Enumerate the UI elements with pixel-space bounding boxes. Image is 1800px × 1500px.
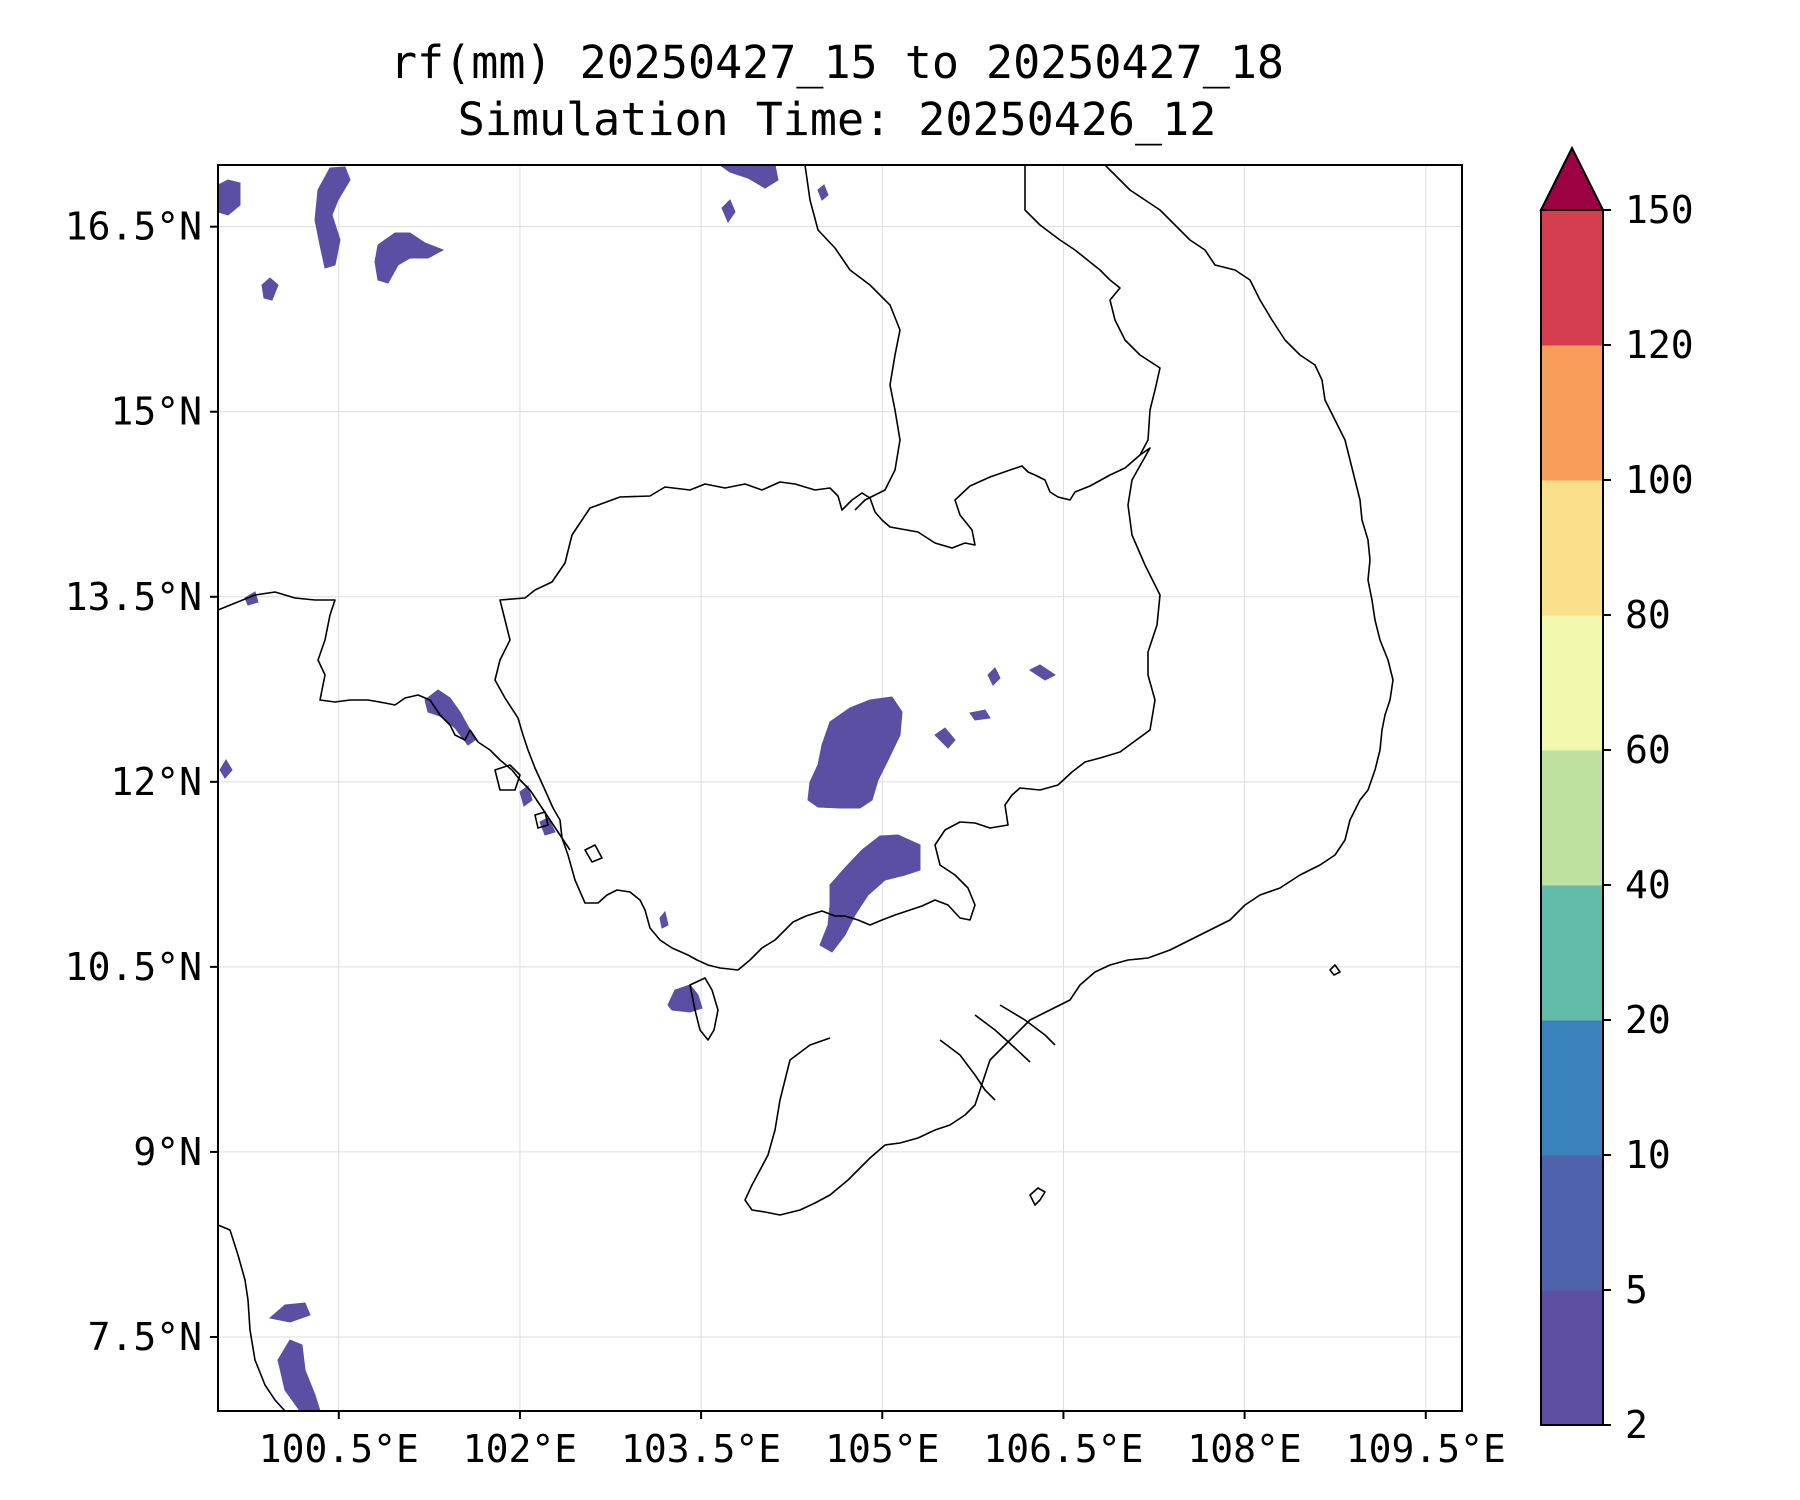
colorbar-segment bbox=[1541, 210, 1603, 346]
lon-tick-label: 108°E bbox=[1187, 1427, 1301, 1471]
rain-patch-west-1 bbox=[219, 759, 233, 779]
colorbar-segment bbox=[1541, 480, 1603, 616]
coastlines-and-borders bbox=[218, 165, 1394, 1411]
colorbar-tick-label: 150 bbox=[1625, 188, 1694, 232]
rain-patch-south-cambodia bbox=[819, 834, 921, 953]
lon-tick-label: 103.5°E bbox=[621, 1427, 781, 1471]
vietnam-coast bbox=[744, 165, 1394, 1216]
lat-tick-label: 10.5°N bbox=[65, 945, 202, 989]
colorbar-segment bbox=[1541, 750, 1603, 886]
colorbar-extend-triangle bbox=[1539, 145, 1605, 211]
rain-patch-central-cambodia bbox=[807, 696, 903, 809]
colorbar-segment bbox=[1541, 1155, 1603, 1291]
lat-tick-label: 12°N bbox=[110, 760, 202, 804]
lon-tick-label: 100.5°E bbox=[259, 1427, 419, 1471]
lat-tick-label: 7.5°N bbox=[88, 1315, 202, 1359]
rainfall-colorbar: 2 5 10 20 40 60 80 100 120 150 bbox=[1539, 145, 1694, 1447]
lon-tick-label: 106.5°E bbox=[983, 1427, 1143, 1471]
gulf-islands-west bbox=[494, 764, 603, 863]
rain-patch-top-left bbox=[218, 179, 241, 216]
colorbar-segment bbox=[1541, 615, 1603, 751]
rain-patch-west-2 bbox=[519, 785, 533, 807]
rainfall-patches bbox=[218, 165, 1056, 1411]
colorbar-tick-label: 120 bbox=[1625, 323, 1694, 367]
colorbar-tick-label: 60 bbox=[1625, 728, 1671, 772]
map-frame bbox=[217, 164, 1463, 1412]
map-gridlines bbox=[218, 165, 1462, 1411]
rain-patch-west-3 bbox=[539, 817, 556, 836]
malay-peninsula-coast bbox=[218, 1224, 286, 1411]
mekong-delta-islands bbox=[939, 1004, 1056, 1101]
gulf-coast-thailand bbox=[469, 729, 571, 851]
lat-tick-label: 13.5°N bbox=[65, 575, 202, 619]
colorbar-frame bbox=[1540, 209, 1604, 1426]
colorbar-segment bbox=[1541, 1290, 1603, 1426]
colorbar-tick-label: 100 bbox=[1625, 458, 1694, 502]
rain-patch-small-5 bbox=[659, 910, 669, 929]
lon-tick-label: 102°E bbox=[463, 1427, 577, 1471]
phu-quoc-island bbox=[689, 977, 719, 1041]
longitude-tick-labels: 100.5°E 102°E 103.5°E 105°E 106.5°E 108°E 109.… bbox=[259, 1411, 1506, 1471]
colorbar-tick-label: 40 bbox=[1625, 863, 1671, 907]
colorbar-tick-label: 10 bbox=[1625, 1133, 1671, 1177]
cambodia-border bbox=[494, 447, 1161, 971]
colorbar-segment bbox=[1541, 885, 1603, 1021]
map-panel: 16.5°N 15°N 13.5°N 12°N 10.5°N 9°N 7.5°N 100.5… bbox=[65, 164, 1506, 1471]
small-island-east bbox=[1329, 964, 1341, 976]
rain-patch-east-4 bbox=[969, 709, 991, 721]
rain-patch-north-central bbox=[374, 232, 445, 284]
rain-patch-north-west bbox=[314, 166, 351, 269]
lon-tick-label: 109.5°E bbox=[1346, 1427, 1506, 1471]
rain-patch-east-2 bbox=[987, 667, 1001, 686]
figure-title-line2: Simulation Time: 20250426_12 bbox=[458, 93, 1217, 146]
rain-patch-east-1 bbox=[1029, 664, 1056, 681]
rain-patch-small-1 bbox=[721, 199, 736, 224]
lat-tick-label: 9°N bbox=[133, 1130, 202, 1174]
rain-patch-gulf-coast bbox=[424, 689, 476, 746]
lon-tick-label: 105°E bbox=[825, 1427, 939, 1471]
lat-tick-label: 15°N bbox=[110, 390, 202, 434]
latitude-tick-labels: 16.5°N 15°N 13.5°N 12°N 10.5°N 9°N 7.5°N bbox=[65, 205, 218, 1359]
colorbar-tick-label: 2 bbox=[1625, 1403, 1648, 1447]
colorbar-segment bbox=[1541, 1020, 1603, 1156]
figure-title-line1: rf(mm) 20250427_15 to 20250427_18 bbox=[390, 36, 1284, 89]
rain-patch-small-3 bbox=[261, 277, 279, 301]
colorbar-tick-label: 20 bbox=[1625, 998, 1671, 1042]
rain-patch-small-2 bbox=[817, 184, 829, 201]
rain-patch-south-west-2 bbox=[277, 1339, 321, 1411]
colorbar-tick-label: 5 bbox=[1625, 1268, 1648, 1312]
laos-vietnam-border bbox=[1024, 165, 1161, 456]
colorbar-segment bbox=[1541, 345, 1603, 481]
rain-patch-south-west-1 bbox=[268, 1302, 311, 1323]
rain-patch-east-3 bbox=[934, 727, 956, 749]
rain-patch-top-center bbox=[719, 165, 779, 189]
colorbar-tick-label: 80 bbox=[1625, 593, 1671, 637]
laos-cambodia-border bbox=[804, 165, 901, 511]
con-dao-island bbox=[1029, 1187, 1046, 1206]
thailand-border-west bbox=[218, 591, 471, 741]
lat-tick-label: 16.5°N bbox=[65, 205, 202, 249]
